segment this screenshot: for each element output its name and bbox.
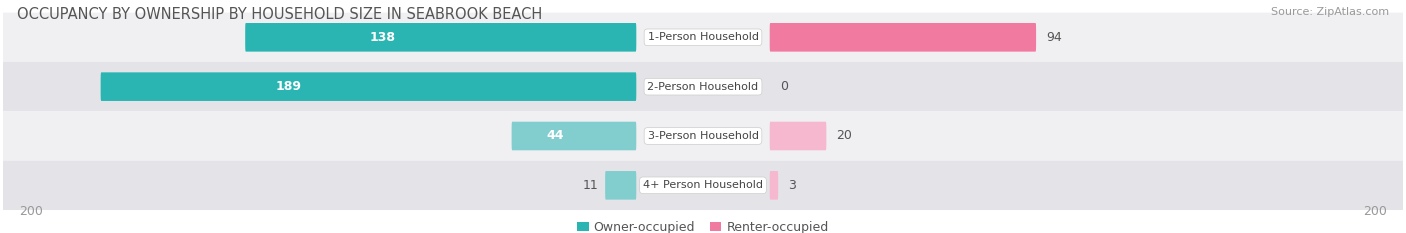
Text: 20: 20 xyxy=(837,130,852,143)
Text: 138: 138 xyxy=(370,31,395,44)
FancyBboxPatch shape xyxy=(3,111,1403,161)
Text: 11: 11 xyxy=(582,179,599,192)
Text: 44: 44 xyxy=(547,130,564,143)
Text: 0: 0 xyxy=(780,80,787,93)
FancyBboxPatch shape xyxy=(245,23,637,52)
Text: OCCUPANCY BY OWNERSHIP BY HOUSEHOLD SIZE IN SEABROOK BEACH: OCCUPANCY BY OWNERSHIP BY HOUSEHOLD SIZE… xyxy=(17,7,543,22)
Text: 94: 94 xyxy=(1046,31,1062,44)
FancyBboxPatch shape xyxy=(3,161,1403,210)
Text: 189: 189 xyxy=(276,80,301,93)
FancyBboxPatch shape xyxy=(3,62,1403,111)
Text: 3: 3 xyxy=(789,179,796,192)
FancyBboxPatch shape xyxy=(769,23,1036,52)
Text: 1-Person Household: 1-Person Household xyxy=(648,32,758,42)
FancyBboxPatch shape xyxy=(769,122,827,150)
FancyBboxPatch shape xyxy=(605,171,637,200)
FancyBboxPatch shape xyxy=(769,171,778,200)
Text: 200: 200 xyxy=(20,205,44,218)
Text: 3-Person Household: 3-Person Household xyxy=(648,131,758,141)
Legend: Owner-occupied, Renter-occupied: Owner-occupied, Renter-occupied xyxy=(578,221,828,233)
Text: 200: 200 xyxy=(1362,205,1386,218)
FancyBboxPatch shape xyxy=(101,72,637,101)
FancyBboxPatch shape xyxy=(512,122,637,150)
Text: 4+ Person Household: 4+ Person Household xyxy=(643,180,763,190)
Text: 2-Person Household: 2-Person Household xyxy=(647,82,759,92)
Text: Source: ZipAtlas.com: Source: ZipAtlas.com xyxy=(1271,7,1389,17)
FancyBboxPatch shape xyxy=(3,13,1403,62)
